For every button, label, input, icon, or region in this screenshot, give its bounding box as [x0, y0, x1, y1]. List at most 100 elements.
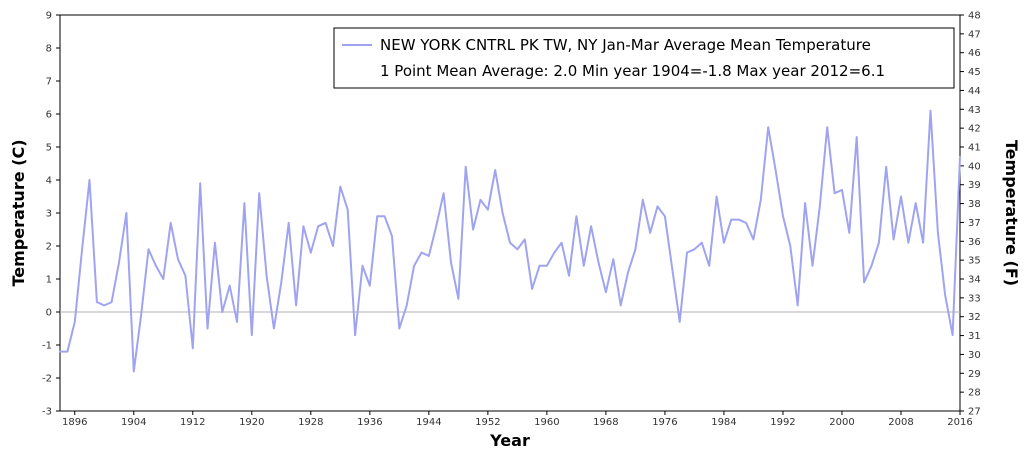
data-point: [634, 248, 637, 251]
y2-tick-label: 33: [968, 293, 981, 304]
data-point: [81, 248, 83, 251]
data-point: [605, 291, 607, 294]
y2-tick-label: 47: [968, 29, 981, 40]
data-point: [546, 265, 548, 267]
y2-tick-label: 40: [968, 161, 981, 172]
data-point: [118, 261, 120, 264]
data-point: [310, 251, 312, 254]
data-point: [730, 218, 733, 221]
data-point: [88, 179, 91, 181]
data-point: [140, 314, 142, 317]
y-tick-label: 8: [46, 44, 52, 55]
x-tick-label: 1976: [652, 417, 677, 428]
data-point: [760, 199, 762, 201]
data-point: [405, 304, 408, 307]
x-axis-title: Year: [489, 431, 530, 450]
data-point: [501, 212, 504, 214]
y-tick-label: 4: [46, 176, 52, 187]
data-point: [332, 245, 334, 247]
data-point: [560, 241, 563, 244]
data-point: [177, 258, 179, 261]
data-point: [693, 248, 696, 251]
y2-tick-label: 48: [968, 11, 981, 22]
legend-line-2: 1 Point Mean Average: 2.0 Min year 1904=…: [380, 62, 885, 80]
y-tick-label: 2: [46, 242, 52, 253]
y2-tick-label: 43: [968, 105, 981, 116]
data-point: [125, 212, 128, 214]
y2-tick-label: 41: [968, 143, 981, 154]
y2-tick-label: 32: [968, 312, 981, 323]
y2-tick-label: 45: [968, 67, 981, 78]
data-point: [789, 245, 792, 247]
data-point: [900, 195, 902, 198]
data-point: [568, 274, 570, 277]
data-point: [339, 185, 342, 188]
data-point: [302, 225, 305, 227]
data-point: [627, 271, 629, 274]
data-point: [907, 241, 910, 244]
data-point: [155, 265, 157, 267]
y2-tick-label: 38: [968, 199, 981, 210]
data-point: [841, 189, 843, 191]
data-point: [413, 265, 415, 267]
data-point: [258, 192, 260, 194]
data-point: [870, 265, 873, 267]
data-point: [929, 109, 932, 112]
data-point: [221, 311, 224, 313]
data-point: [206, 327, 209, 330]
y-tick-label: 6: [46, 110, 52, 121]
data-point: [96, 301, 98, 303]
data-point: [848, 232, 851, 234]
y2-tick-label: 35: [968, 256, 981, 267]
data-point: [317, 225, 319, 227]
data-point: [752, 238, 755, 241]
data-point: [251, 334, 253, 336]
data-point: [346, 208, 349, 211]
data-point: [214, 241, 216, 244]
data-point: [383, 215, 386, 218]
legend: NEW YORK CNTRL PK TW, NY Jan-Mar Average…: [333, 27, 955, 89]
y-tick-label: 7: [46, 77, 52, 88]
data-point: [265, 274, 268, 277]
data-point: [590, 225, 592, 227]
y-tick-label: 5: [46, 143, 52, 154]
legend-line-1: NEW YORK CNTRL PK TW, NY Jan-Mar Average…: [380, 36, 871, 54]
data-point: [243, 202, 246, 204]
data-point: [103, 304, 106, 307]
data-point: [428, 255, 430, 257]
data-point: [376, 215, 379, 218]
data-point: [354, 334, 356, 336]
y2-tick-label: 28: [968, 388, 981, 399]
data-point: [553, 251, 556, 254]
data-point: [538, 265, 541, 267]
x-tick-label: 1968: [593, 417, 618, 428]
data-point: [73, 321, 76, 323]
data-point: [66, 350, 69, 353]
y-tick-label: -1: [42, 341, 52, 352]
data-point: [487, 208, 489, 211]
x-tick-label: 1904: [121, 417, 146, 428]
data-point: [782, 215, 784, 218]
data-point: [597, 261, 600, 264]
data-point: [132, 370, 135, 373]
data-point: [855, 136, 858, 138]
data-point: [641, 199, 644, 201]
data-point: [287, 222, 290, 224]
data-point: [531, 288, 533, 290]
data-point: [804, 202, 806, 204]
data-point: [575, 215, 578, 218]
data-point: [295, 304, 297, 307]
data-point: [892, 238, 895, 241]
data-point: [708, 265, 710, 267]
data-point: [228, 284, 231, 287]
data-point: [169, 222, 172, 224]
data-point: [509, 241, 511, 244]
data-point: [878, 241, 880, 244]
data-point: [745, 222, 747, 224]
data-point: [391, 235, 393, 237]
y-axis-title: Temperature (C): [9, 139, 28, 286]
data-point: [774, 169, 777, 171]
x-axis-ticks: 1896 1904 1912 1920 1928 1936 1944 1952 1960 1968…: [62, 411, 973, 428]
data-point: [324, 222, 327, 224]
